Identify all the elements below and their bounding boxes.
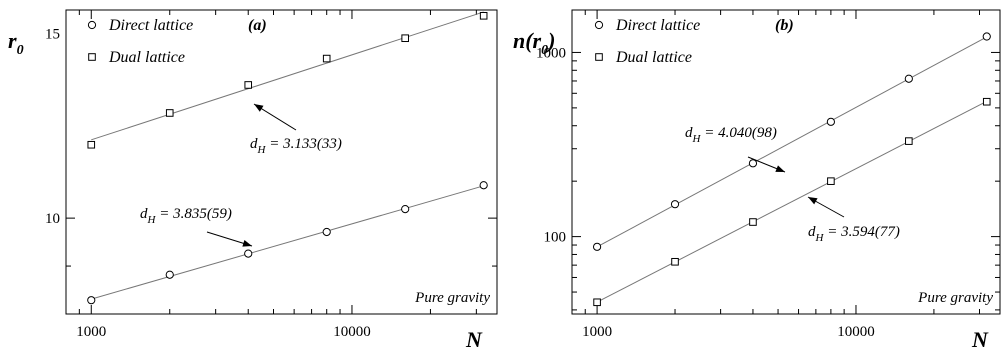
annotation-arrowhead <box>242 239 252 247</box>
data-point-direct <box>244 249 253 258</box>
annotation-arrowhead <box>808 197 818 205</box>
y-axis-label: r0 <box>8 28 24 58</box>
panel-a: 1000 10000 10 15 dH = 3.835(59) dH = 3.133(33… <box>8 9 498 352</box>
plot-frame <box>65 9 498 315</box>
data-point-direct <box>904 74 913 83</box>
data-point-dual <box>401 34 409 43</box>
legend: Direct lattice Dual lattice <box>594 17 700 66</box>
data-point-direct <box>165 270 174 279</box>
y-tick-label: 100 <box>544 230 567 246</box>
data-point-direct <box>322 227 331 237</box>
legend-label-direct: Direct lattice <box>108 17 193 34</box>
data-point-dual <box>593 298 601 307</box>
note-label: Pure gravity <box>917 290 993 306</box>
fit-annotation-direct: dH = 3.835(59) <box>140 206 232 226</box>
legend-marker-direct <box>87 20 97 30</box>
plot-frame <box>571 9 1001 315</box>
fit-line-direct <box>91 185 484 300</box>
x-tick-label: 10000 <box>837 324 875 340</box>
x-tick-label: 1000 <box>582 324 612 340</box>
data-point-dual <box>244 81 253 89</box>
panel-label: (b) <box>775 17 794 34</box>
fit-line-dual <box>91 11 484 141</box>
data-point-dual <box>165 109 174 117</box>
x-tick-label: 10000 <box>333 324 371 340</box>
y-tick-label: 1000 <box>536 45 566 61</box>
data-point-direct <box>87 296 96 305</box>
fit-annotation-dual: dH = 3.133(33) <box>250 136 342 156</box>
annotation-arrowhead <box>775 165 785 172</box>
data-point-dual <box>322 54 331 63</box>
data-point-dual <box>905 137 913 145</box>
legend-label-dual: Dual lattice <box>108 49 185 66</box>
y-axis-label: n(r0) <box>513 28 555 58</box>
legend-marker-direct <box>594 20 604 30</box>
legend: Direct lattice Dual lattice <box>87 17 193 66</box>
data-point-direct <box>748 159 758 168</box>
data-point-dual <box>87 140 96 149</box>
annotation-arrowhead <box>254 104 264 112</box>
legend-label-direct: Direct lattice <box>615 17 700 34</box>
data-point-dual <box>671 257 679 266</box>
note-label: Pure gravity <box>414 290 490 306</box>
data-point-direct <box>592 242 602 251</box>
data-point-dual <box>982 97 991 106</box>
fit-line-dual <box>596 100 987 303</box>
y-tick-label: 10 <box>45 211 60 227</box>
data-point-dual <box>749 218 757 226</box>
x-axis-label: N <box>971 327 989 352</box>
data-point-direct <box>479 181 488 190</box>
data-point-direct <box>826 117 835 126</box>
legend-marker-dual <box>88 53 96 61</box>
legend-label-dual: Dual lattice <box>615 49 692 66</box>
data-point-dual <box>827 177 835 185</box>
data-point-dual <box>479 11 488 20</box>
x-axis-label: N <box>465 327 483 352</box>
data-point-direct <box>670 200 680 209</box>
y-tick-label: 15 <box>45 27 60 43</box>
panel-b: 1000 10000 100 1000 dH = 4.040(98) dH = 3.594… <box>513 9 1001 352</box>
fit-annotation-dual: dH = 3.594(77) <box>808 224 900 244</box>
legend-marker-dual <box>595 53 603 61</box>
panel-label: (a) <box>248 17 267 34</box>
fit-annotation-direct: dH = 4.040(98) <box>685 125 777 145</box>
data-point-direct <box>982 32 991 41</box>
x-tick-label: 1000 <box>76 324 106 340</box>
fit-line-direct <box>596 36 987 248</box>
data-point-direct <box>401 205 410 214</box>
